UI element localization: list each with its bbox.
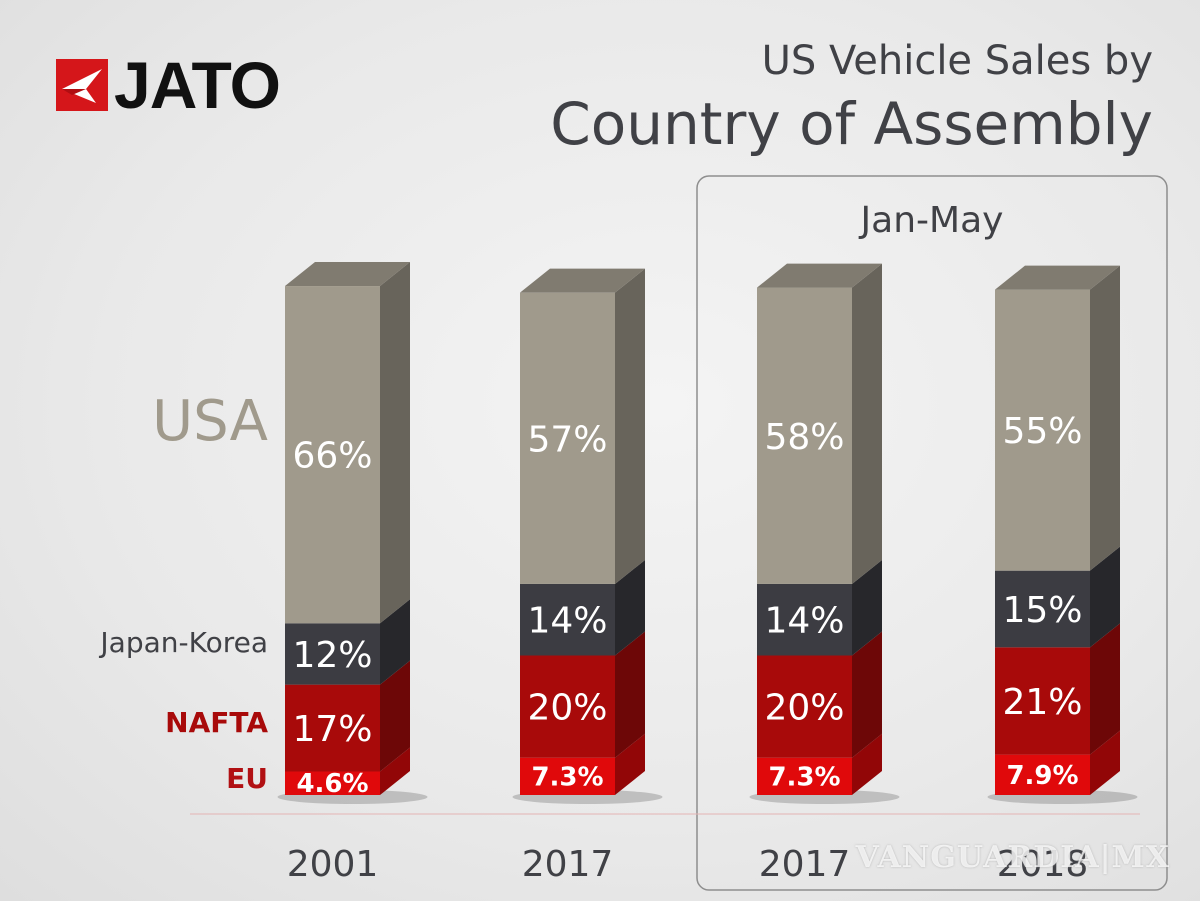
bar-group-1: 4.6% 17% 12% 66% 2001 [277,262,428,885]
bar-side-japan-korea-4 [1090,546,1120,648]
series-label-usa: USA [152,389,268,454]
bar-side-nafta-3 [852,631,882,758]
bar-side-nafta-4 [1090,623,1120,755]
x-tick-label: 2017 [522,844,614,885]
series-label-japan-korea: Japan-Korea [98,626,268,659]
bar-side-usa-4 [1090,265,1120,571]
data-label: 15% [1002,590,1082,631]
bar-segment-usa-2 [520,292,615,584]
bar-segment-usa-4 [995,289,1090,571]
bar-segment-usa-1 [285,286,380,624]
bar-segment-nafta-3 [757,655,852,758]
data-label: 17% [292,709,372,750]
series-label-nafta: NAFTA [165,706,268,739]
bar-segment-eu-2 [520,757,615,795]
jan-may-box [696,175,1168,891]
bar-side-eu-3 [852,733,882,795]
bar-segment-japan-korea-3 [757,583,852,656]
x-tick-label: 2018 [997,844,1089,885]
bar-side-nafta-2 [615,631,645,758]
bar-segment-japan-korea-1 [285,623,380,685]
jato-logo: JATO [56,48,281,122]
data-label: 4.6% [296,769,368,799]
data-label: 55% [1002,411,1082,452]
series-label-eu: EU [226,762,268,795]
bar-top-4 [995,265,1120,290]
data-label: 14% [764,601,844,642]
bar-side-eu-1 [380,747,410,795]
data-label: 14% [527,601,607,642]
bar-segment-japan-korea-4 [995,570,1090,648]
bar-side-usa-3 [852,263,882,584]
bar-side-eu-2 [615,733,645,795]
bar-segment-usa-3 [757,287,852,584]
bar-top-3 [757,263,882,288]
bar-top-2 [520,268,645,293]
bar-side-japan-korea-1 [380,599,410,685]
data-label: 21% [1002,682,1082,723]
data-label: 12% [292,635,372,676]
bar-side-japan-korea-3 [852,559,882,656]
data-label: 57% [527,419,607,460]
bar-side-japan-korea-2 [615,559,645,656]
x-tick-label: 2001 [287,844,379,885]
data-label: 7.3% [768,762,840,792]
data-label: 7.3% [531,762,603,792]
bar-segment-japan-korea-2 [520,583,615,656]
bar-side-nafta-1 [380,660,410,772]
data-label: 20% [764,688,844,729]
bar-segment-eu-4 [995,754,1090,795]
bar-side-usa-2 [615,268,645,584]
bar-side-eu-4 [1090,730,1120,795]
bar-segment-nafta-1 [285,684,380,772]
data-label: 58% [764,417,844,458]
bar-group-4: 7.9% 21% 15% 55% 2018 [987,265,1138,885]
bar-side-usa-1 [380,262,410,624]
bar-segment-eu-1 [285,771,380,795]
jan-may-label: Jan-May [859,200,1004,241]
bar-segment-eu-3 [757,757,852,795]
bar-segment-nafta-2 [520,655,615,758]
bar-group-3: 7.3% 20% 14% 58% 2017 [749,263,900,885]
data-label: 20% [527,688,607,729]
bar-group-2: 7.3% 20% 14% 57% 2017 [512,268,663,885]
logo-wordmark: JATO [114,48,281,122]
bar-segment-nafta-4 [995,647,1090,755]
data-label: 7.9% [1006,761,1078,791]
jato-logo-icon [56,59,108,111]
chart-title: US Vehicle Sales by [761,38,1153,84]
data-label: 66% [292,436,372,477]
x-tick-label: 2017 [759,844,851,885]
bar-top-1 [285,262,410,287]
watermark: VANGUARDIA|MX [855,840,1170,875]
chart-subtitle: Country of Assembly [550,90,1153,158]
